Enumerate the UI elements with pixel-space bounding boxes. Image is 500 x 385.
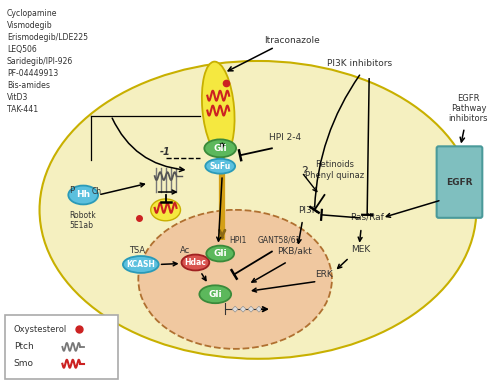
Ellipse shape [182,254,210,270]
Text: 5E1ab: 5E1ab [70,221,94,230]
Text: Ras/Raf: Ras/Raf [350,213,384,222]
Text: Oxystesterol: Oxystesterol [14,325,67,333]
Ellipse shape [123,256,158,273]
Text: PF-04449913: PF-04449913 [7,69,58,78]
Text: Hh: Hh [76,191,90,199]
Ellipse shape [150,199,180,221]
Text: PKB/akt: PKB/akt [278,246,312,256]
Text: Bis-amides: Bis-amides [7,81,50,90]
Ellipse shape [204,139,236,157]
Text: Saridegib/IPI-926: Saridegib/IPI-926 [7,57,73,66]
Text: SuFu: SuFu [210,162,231,171]
Text: -1: -1 [160,147,171,157]
Text: EGFR: EGFR [457,94,479,103]
Text: KCASH: KCASH [126,260,155,269]
Text: inhibitors: inhibitors [448,114,488,122]
Ellipse shape [138,210,332,349]
Text: Retinoids: Retinoids [315,160,354,169]
Text: Gli: Gli [214,249,227,258]
Text: GANT58/61: GANT58/61 [258,236,302,244]
Text: LEQ506: LEQ506 [7,45,36,54]
Ellipse shape [40,61,476,359]
Text: Ac: Ac [180,246,190,254]
Text: Gli: Gli [214,144,227,153]
Text: ERK: ERK [316,270,334,280]
Text: P: P [68,186,74,194]
Text: TSA: TSA [129,246,145,254]
Text: Phenyl quinaz: Phenyl quinaz [305,171,364,180]
Text: Robotk: Robotk [70,211,96,220]
Text: Pathway: Pathway [450,104,486,112]
Text: HPI1: HPI1 [230,236,247,244]
Polygon shape [248,306,254,312]
Polygon shape [232,306,238,312]
Text: MEK: MEK [352,244,371,254]
Text: PI3K inhibitors: PI3K inhibitors [326,59,392,68]
Text: TAK-441: TAK-441 [7,105,38,114]
Text: Itraconazole: Itraconazole [264,36,320,45]
Ellipse shape [206,159,235,174]
Text: Cyclopamine: Cyclopamine [7,9,58,18]
Text: Gli: Gli [208,290,222,299]
Text: Erismodegib/LDE225: Erismodegib/LDE225 [7,33,88,42]
FancyBboxPatch shape [5,315,118,378]
Text: HPI 2-4: HPI 2-4 [268,133,301,142]
Ellipse shape [68,186,98,204]
Ellipse shape [202,62,234,156]
Text: EGFR: EGFR [446,177,472,187]
Text: Ch: Ch [92,186,102,196]
Text: Smo: Smo [14,359,34,368]
Text: Hdac: Hdac [184,258,206,267]
FancyBboxPatch shape [436,146,482,218]
Text: ?: ? [302,165,308,178]
Text: Ptch: Ptch [14,342,34,352]
Text: PI3K: PI3K [298,206,318,215]
Ellipse shape [200,285,231,303]
Ellipse shape [206,246,234,261]
Text: Vismodegib: Vismodegib [7,21,52,30]
Polygon shape [240,306,246,312]
Text: VitD3: VitD3 [7,93,28,102]
Polygon shape [256,306,262,312]
